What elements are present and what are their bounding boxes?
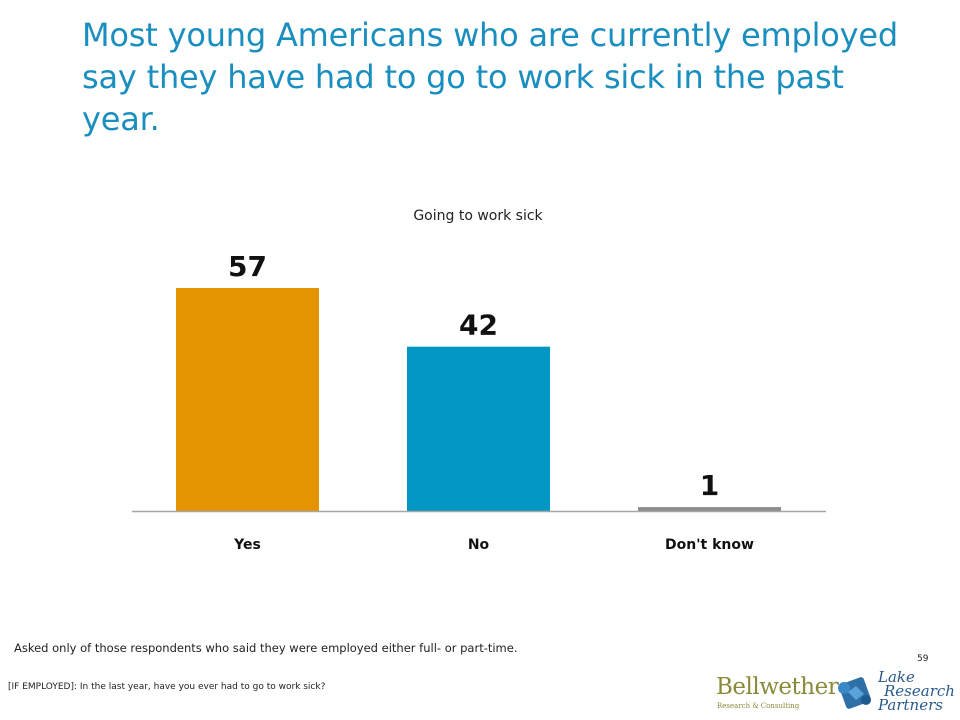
bar-yes	[176, 288, 319, 511]
data-label-yes: 57	[228, 250, 267, 283]
lake-logo-line3: Partners	[878, 696, 943, 714]
puzzle-piece-icon	[838, 677, 871, 709]
bellwether-logo-name: Bellwether	[716, 674, 839, 700]
lake-logo-line2: Research	[884, 682, 955, 700]
bellwether-logo-tagline: Research & Consulting	[717, 702, 800, 710]
chart-title: Going to work sick	[413, 208, 543, 224]
bar-no	[407, 346, 550, 511]
category-label-yes: Yes	[233, 537, 261, 553]
data-label-no: 42	[459, 309, 498, 342]
lake-research-logo: Lake Research Partners	[834, 668, 955, 718]
data-label-don-t-know: 1	[700, 469, 719, 502]
category-label-no: No	[468, 537, 490, 553]
footnote: Asked only of those respondents who said…	[14, 641, 518, 655]
bellwether-logo: Bellwether Research & Consulting	[716, 674, 839, 714]
page-number: 59	[917, 654, 929, 664]
slide-title: Most young Americans who are currently e…	[82, 16, 899, 138]
survey-question: [IF EMPLOYED]: In the last year, have yo…	[8, 682, 326, 692]
category-label-don-t-know: Don't know	[665, 537, 754, 553]
lake-logo-line1: Lake	[878, 668, 915, 686]
bar-don-t-know	[638, 507, 781, 511]
